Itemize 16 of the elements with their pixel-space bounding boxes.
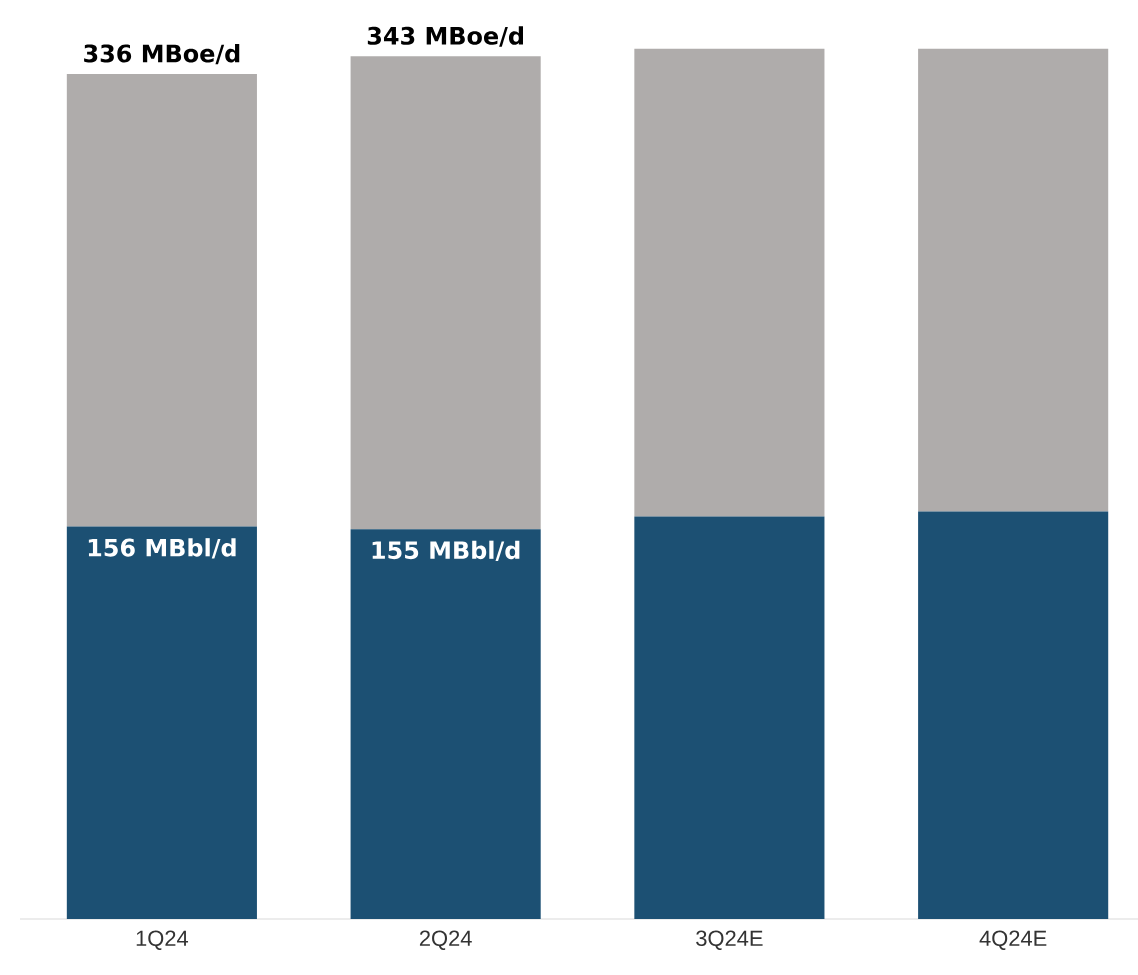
data-label: 155 MBbl/d <box>372 540 520 562</box>
bar <box>918 511 1109 919</box>
bar <box>66 73 257 527</box>
bar <box>350 56 541 530</box>
bar <box>66 526 257 919</box>
data-label: 156 MBbl/d <box>88 538 236 559</box>
bar <box>634 516 825 919</box>
x-tick-label: 3Q24E <box>696 930 763 950</box>
bar <box>918 48 1109 512</box>
x-tick-label: 1Q24 <box>136 930 189 950</box>
total-label: 343 MBoe/d <box>367 26 523 47</box>
x-tick-label: 2Q24 <box>419 930 472 950</box>
bar <box>350 529 541 919</box>
bar <box>634 48 825 517</box>
total-label: 336 MBoe/d <box>84 43 240 65</box>
x-tick-label: 4Q24E <box>979 930 1047 950</box>
